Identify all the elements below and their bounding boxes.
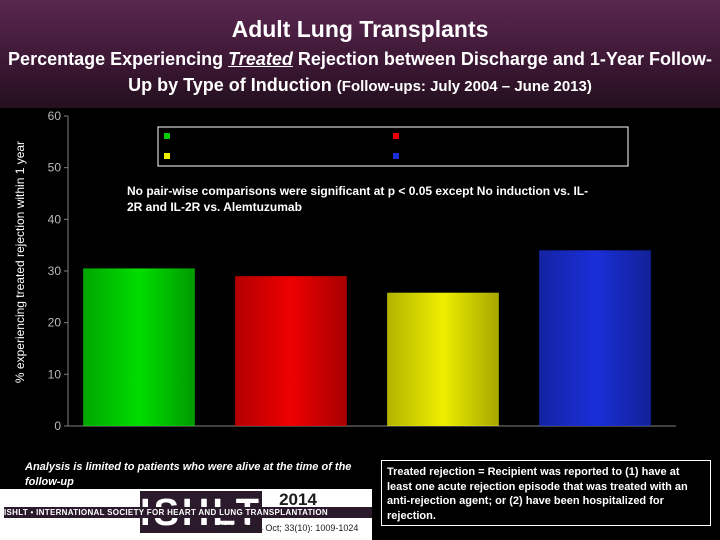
subtitle-small: (Follow-ups: July 2004 – June 2013) [336, 78, 592, 95]
bar-3 [387, 292, 499, 426]
analysis-footnote: Analysis is limited to patients who were… [25, 461, 352, 488]
y-tick-label: 30 [48, 264, 62, 278]
significance-annotation-line-1: No pair-wise comparisons were significan… [127, 184, 588, 198]
journal-citation: JHLT. 2014 Oct; 33(10): 1009-1024 [218, 523, 359, 533]
report-year: 2014 [279, 490, 317, 509]
subtitle-part1: Percentage Experiencing [8, 49, 229, 69]
subtitle-emphasis: Treated [228, 49, 293, 69]
chart-subtitle: Percentage Experiencing Treated Rejectio… [8, 46, 712, 100]
y-axis-label: % experiencing treated rejection within … [13, 140, 27, 384]
bar-1 [83, 268, 195, 426]
subtitle-part2: Rejection between Discharge and 1-Year F… [128, 49, 712, 95]
legend-box [157, 126, 629, 167]
y-tick-label: 10 [48, 367, 62, 381]
legend-swatch-1 [164, 133, 170, 139]
treated-rejection-definition: Treated rejection = Recipient was report… [381, 460, 711, 526]
ishlt-org-line: ISHLT • INTERNATIONAL SOCIETY FOR HEART … [4, 507, 372, 518]
y-tick-label: 20 [48, 316, 62, 330]
bar-4 [539, 250, 651, 426]
y-tick-label: 50 [48, 161, 62, 175]
bar-2 [235, 276, 347, 426]
y-tick-label: 60 [48, 109, 62, 123]
legend-swatch-4 [393, 153, 399, 159]
legend-swatch-2 [393, 133, 399, 139]
slide-title: Adult Lung Transplants [231, 16, 489, 42]
slide-header [0, 0, 720, 108]
significance-annotation-line-2: 2R and IL-2R vs. Alemtuzumab [127, 200, 302, 214]
y-tick-label: 0 [54, 419, 61, 433]
legend-swatch-3 [164, 153, 170, 159]
y-tick-label: 40 [48, 212, 62, 226]
